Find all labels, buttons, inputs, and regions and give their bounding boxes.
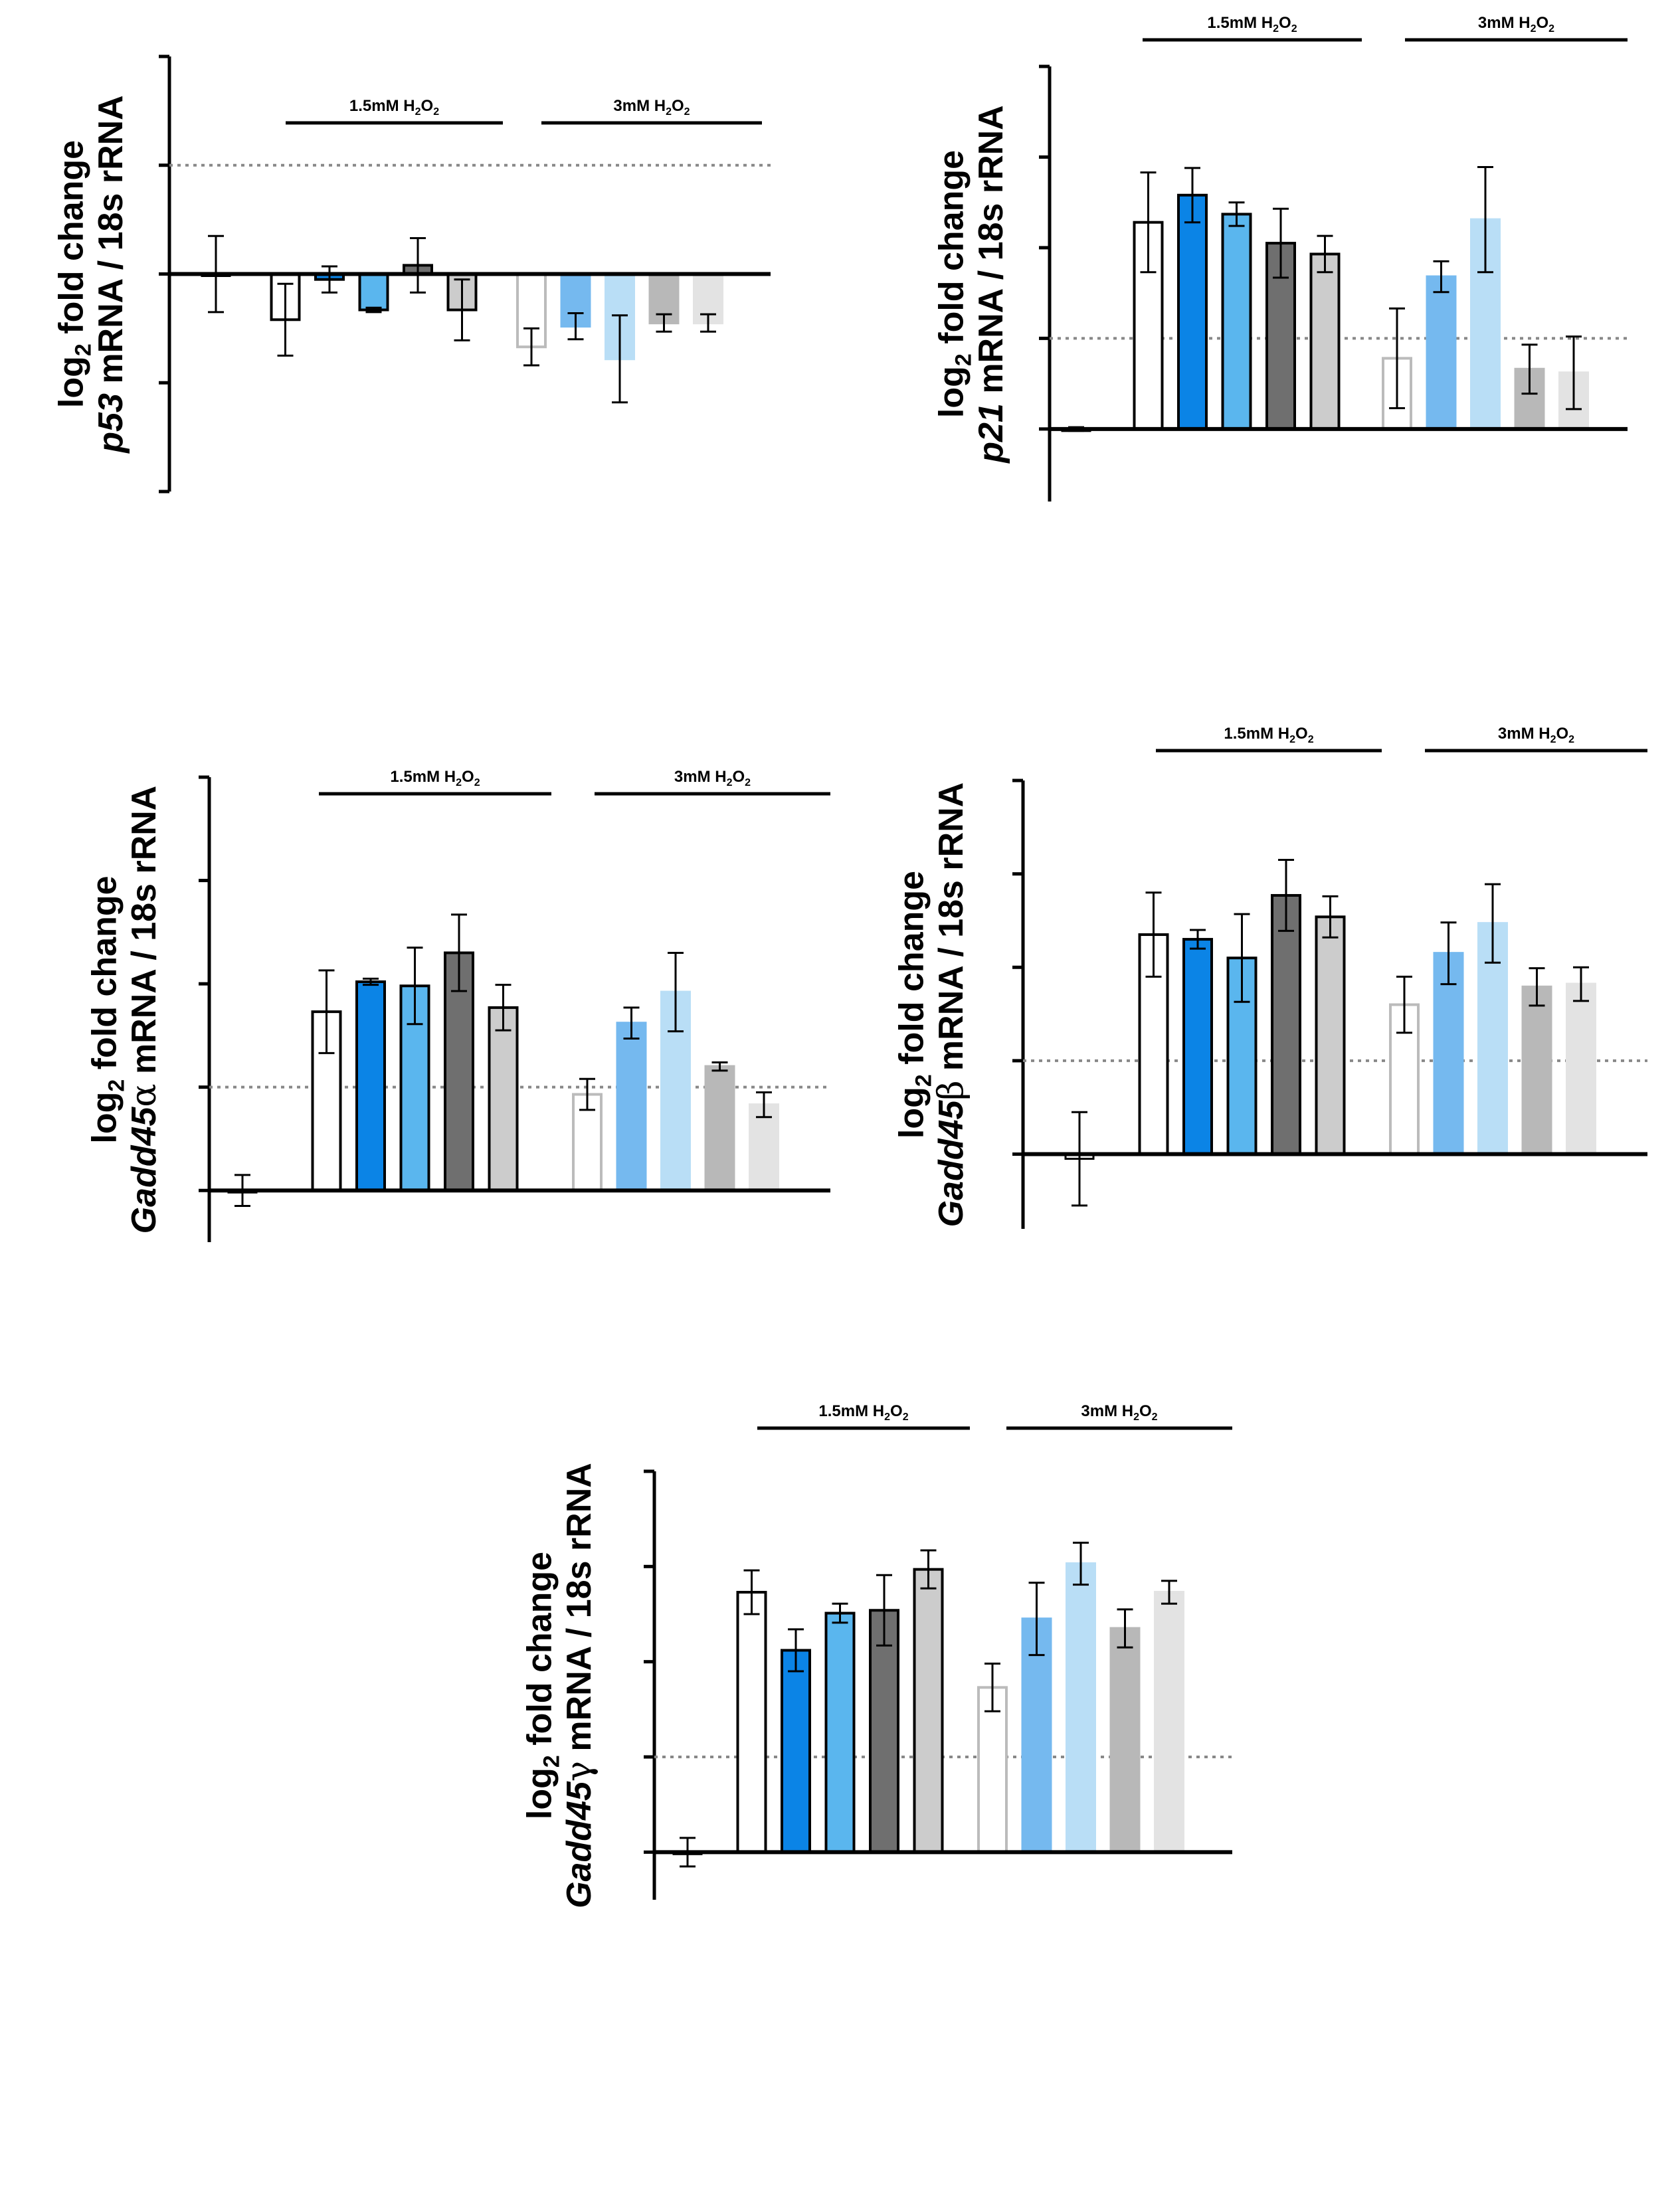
- panel-a: log2 fold changep53 mRNA / 18s rRNA 1.5mM…: [52, 54, 771, 494]
- bar: [1566, 982, 1596, 1156]
- bar: [488, 1006, 519, 1192]
- group-label: 3mM H2O2: [1498, 725, 1574, 745]
- bar: [749, 1103, 779, 1192]
- y-axis-label: log2 fold changeGadd45β mRNA / 18s rRNA: [892, 782, 971, 1228]
- bar: [781, 1649, 811, 1854]
- bar: [1271, 893, 1301, 1156]
- group-label: 1.5mM H2O2: [1224, 725, 1313, 745]
- bar: [1182, 938, 1213, 1156]
- group-label: 1.5mM H2O2: [349, 97, 439, 118]
- group-label: 3mM H2O2: [1478, 14, 1554, 35]
- panel-c: log2 fold changeGadd45α mRNA / 18s rRNA 1…: [85, 768, 830, 1242]
- bar: [1426, 275, 1457, 430]
- bar: [1309, 252, 1341, 430]
- bar: [913, 1568, 944, 1854]
- group-label: 1.5mM H2O2: [1207, 14, 1297, 35]
- y-axis-label: log2 fold changep53 mRNA / 18s rRNA: [52, 95, 130, 454]
- bar: [616, 1022, 647, 1192]
- bar: [1109, 1627, 1141, 1854]
- bar: [869, 1609, 899, 1854]
- group-label: 3mM H2O2: [613, 97, 690, 118]
- group-label: 1.5mM H2O2: [818, 1402, 908, 1423]
- bar: [1315, 915, 1346, 1156]
- bar: [1066, 1562, 1096, 1854]
- bar: [358, 272, 389, 312]
- panel-e: log2 fold changeGadd45γ mRNA / 18s rRNA 1…: [520, 1402, 1232, 1908]
- group-label: 3mM H2O2: [674, 768, 751, 788]
- bar: [736, 1591, 767, 1854]
- bar: [355, 980, 386, 1192]
- y-axis-label: log2 fold changeGadd45γ mRNA / 18s rRNA: [520, 1463, 599, 1908]
- bar: [1177, 193, 1208, 430]
- panel-d: log2 fold changeGadd45β mRNA / 18s rRNA 1…: [892, 725, 1647, 1229]
- panel-b: log2 fold changep21 mRNA / 18s rRNA 1.5mM…: [932, 14, 1628, 502]
- y-axis-label: log2 fold changeGadd45α mRNA / 18s rRNA: [85, 786, 164, 1234]
- group-label: 3mM H2O2: [1081, 1402, 1157, 1423]
- bar: [704, 1065, 735, 1192]
- bar: [311, 1010, 342, 1192]
- bar: [1221, 213, 1252, 430]
- bar: [824, 1611, 856, 1854]
- bar: [1154, 1591, 1184, 1854]
- group-label: 1.5mM H2O2: [390, 768, 480, 788]
- y-axis-label: log2 fold changep21 mRNA / 18s rRNA: [932, 105, 1010, 464]
- bar: [1521, 985, 1552, 1156]
